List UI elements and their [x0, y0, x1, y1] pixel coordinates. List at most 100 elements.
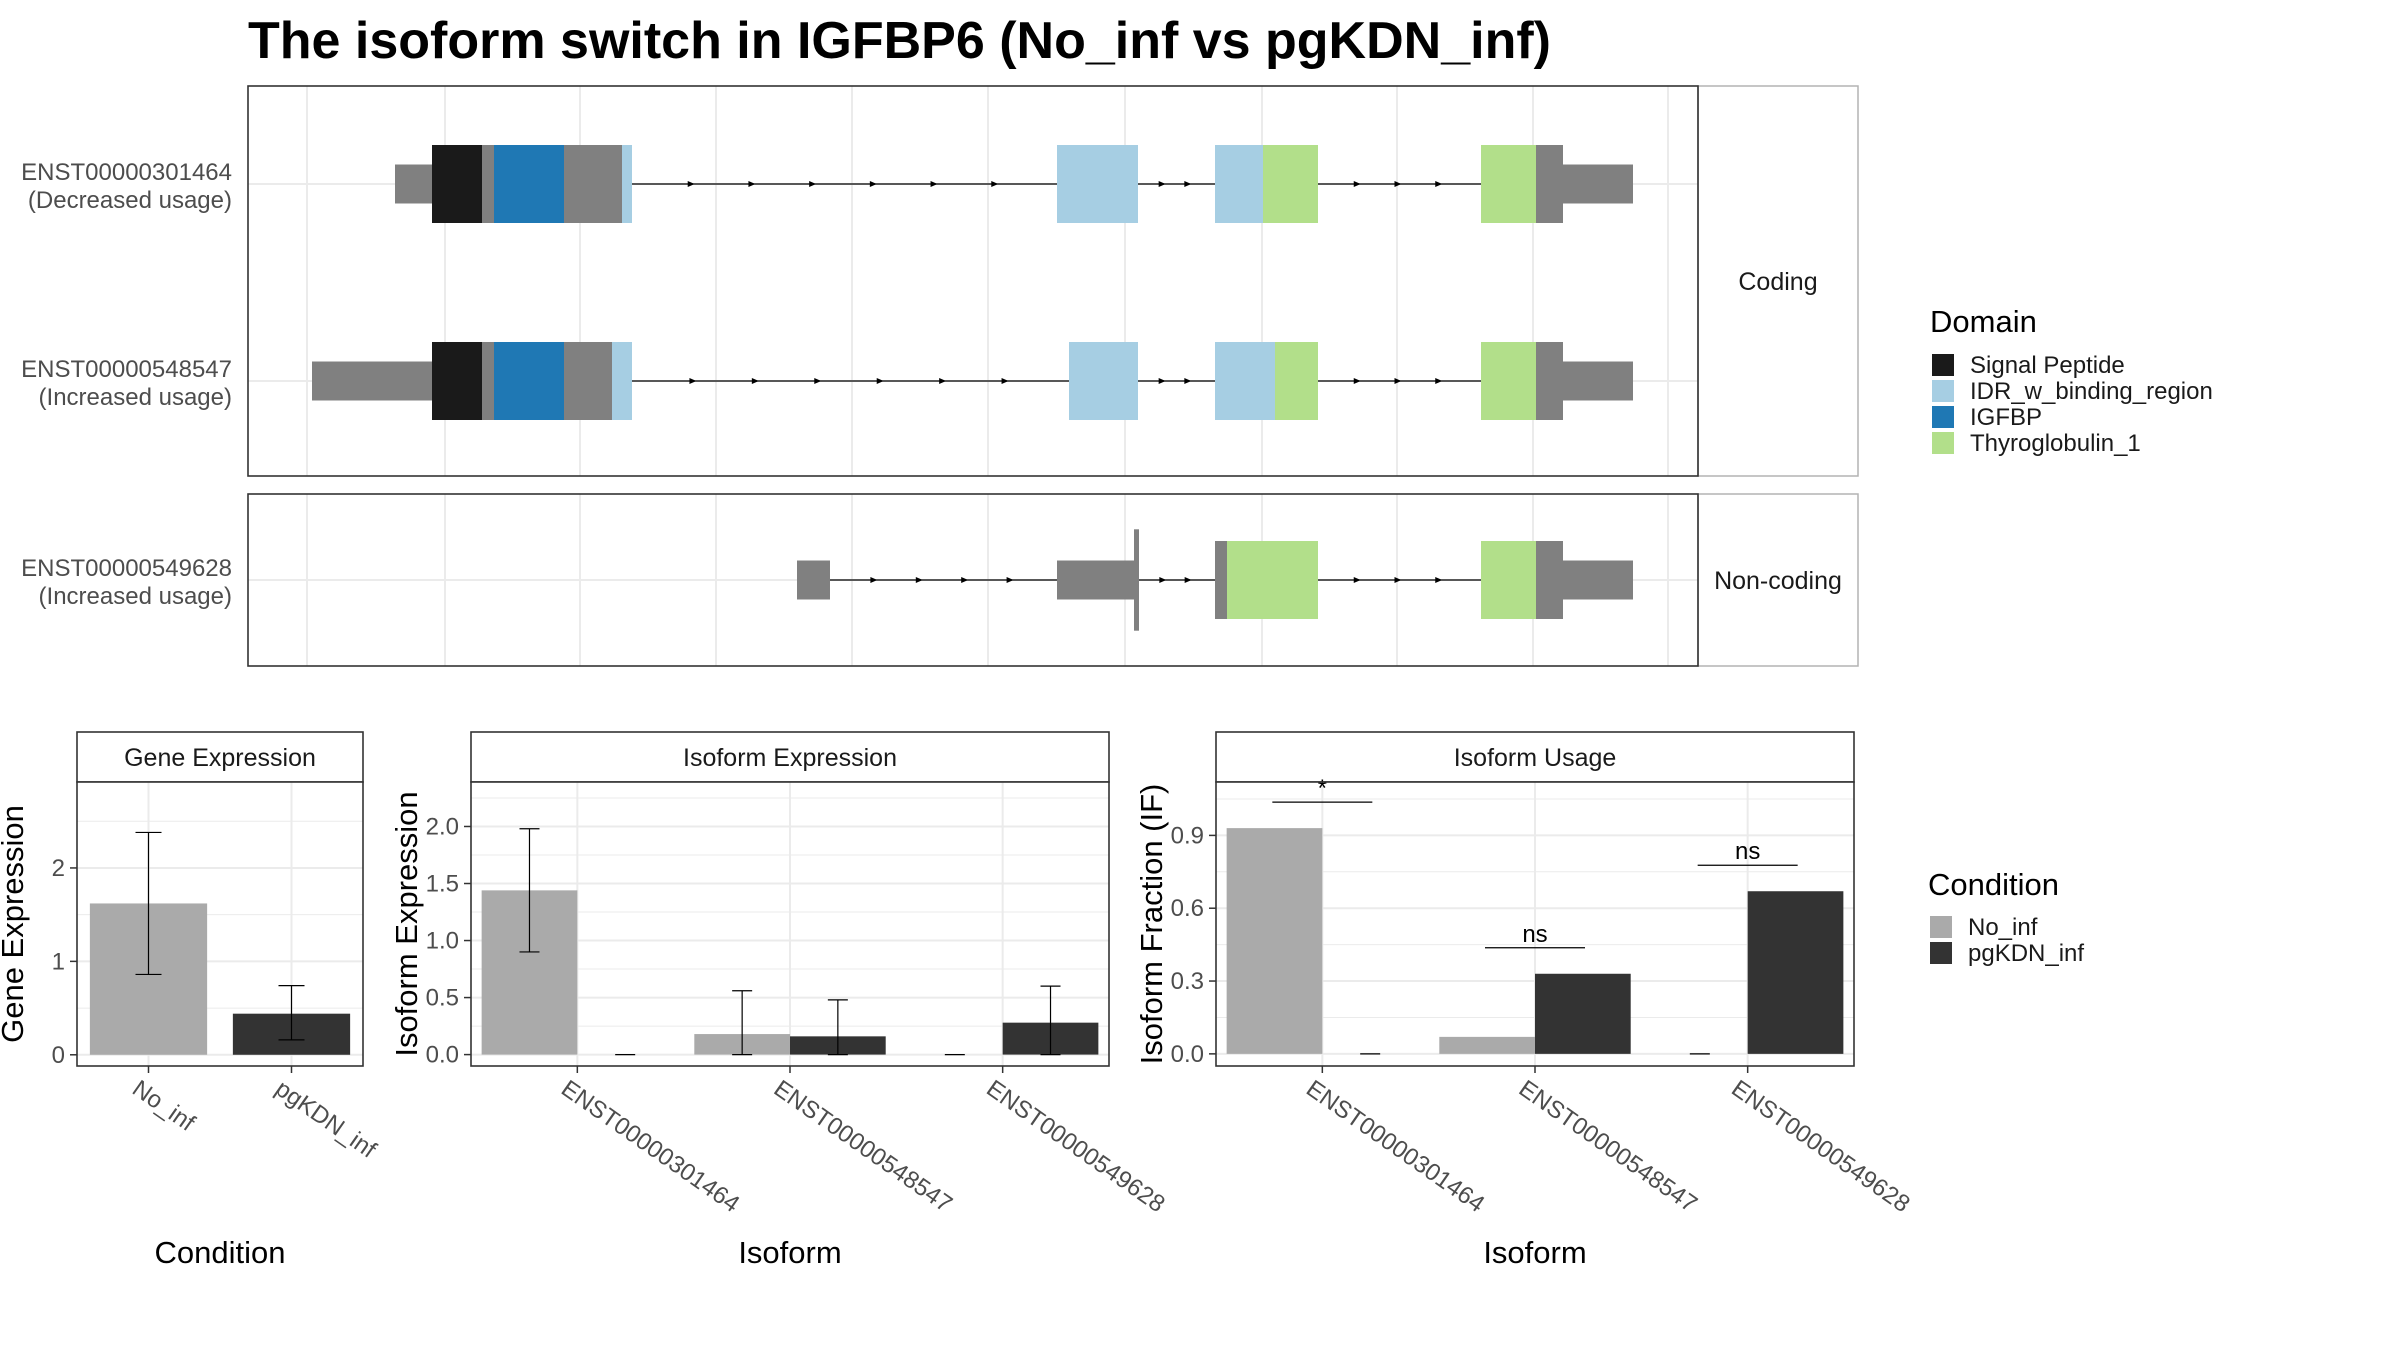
intron-direction-arrow	[876, 378, 884, 384]
y-axis-title: Isoform Fraction (IF)	[1134, 784, 1169, 1065]
intron-direction-arrow	[1006, 577, 1014, 583]
exon-segment	[1563, 361, 1633, 401]
y-axis-title: Isoform Expression	[389, 791, 424, 1056]
exon-segment	[1057, 560, 1134, 600]
x-tick-label: No_inf	[127, 1075, 200, 1137]
intron-direction-arrow	[1158, 378, 1166, 384]
bar-pgkdn-inf	[1535, 973, 1631, 1054]
x-tick-label: ENST00000301464	[1301, 1075, 1489, 1218]
domain-legend: Domain Signal PeptideIDR_w_binding_region…	[1930, 304, 2213, 457]
facet-strip-label: Coding	[1738, 268, 1817, 296]
y-tick-label: 2.0	[426, 813, 459, 840]
facet-strip-label: Non-coding	[1714, 567, 1842, 595]
y-tick-label: 1.0	[426, 928, 459, 955]
significance-label: ns	[1735, 838, 1760, 865]
panel-strip-title: Isoform Expression	[683, 744, 897, 772]
condition-legend-swatch	[1930, 942, 1952, 964]
x-tick-label: ENST00000548547	[769, 1075, 957, 1218]
domain-segment-idr-w-binding-region	[1215, 145, 1263, 223]
structure-facet-border	[247, 85, 1699, 477]
domain-segment-thyroglobulin-1	[1227, 541, 1318, 619]
condition-legend-swatch	[1930, 916, 1952, 938]
domain-legend-swatch	[1932, 354, 1954, 376]
y-tick-label: 0	[52, 1042, 65, 1069]
intron-direction-arrow	[1159, 577, 1167, 583]
domain-legend-label: IGFBP	[1970, 404, 2042, 431]
domain-segment-thyroglobulin-1	[1481, 342, 1536, 420]
x-tick-label: ENST00000301464	[556, 1075, 744, 1218]
intron-direction-arrow	[1435, 181, 1443, 187]
intron-direction-arrow	[1001, 378, 1009, 384]
intron-direction-arrow	[869, 181, 877, 187]
panel-strip-title: Gene Expression	[124, 744, 316, 772]
isoform-row-usage-note: (Increased usage)	[39, 583, 232, 610]
intron-direction-arrow	[1394, 577, 1402, 583]
intron-direction-arrow	[961, 577, 969, 583]
x-tick-label: ENST00000548547	[1514, 1075, 1702, 1218]
exon-segment	[1134, 529, 1139, 631]
exon-segment	[564, 342, 612, 420]
exon-segment	[1215, 541, 1227, 619]
condition-legend-title: Condition	[1928, 867, 2059, 902]
domain-legend-label: Signal Peptide	[1970, 352, 2125, 379]
domain-legend-swatch	[1932, 432, 1954, 454]
intron-direction-arrow	[991, 181, 999, 187]
panel-strip	[76, 731, 364, 783]
intron-direction-arrow	[870, 577, 878, 583]
exon-segment	[564, 145, 622, 223]
figure-title: The isoform switch in IGFBP6 (No_inf vs …	[248, 12, 1551, 70]
domain-segment-thyroglobulin-1	[1481, 541, 1536, 619]
intron-direction-arrow	[748, 181, 756, 187]
domain-segment-signal-peptide	[432, 342, 482, 420]
condition-legend-label: pgKDN_inf	[1968, 940, 2084, 967]
exon-segment	[797, 560, 830, 600]
panel-strip	[1215, 731, 1855, 783]
expression-bar-panels: Gene Expression 0 1 2 No_inf pgKDN_inf Conditi…	[0, 731, 1915, 1270]
x-axis-title: Isoform	[1483, 1235, 1586, 1270]
y-tick-label: 0.0	[426, 1042, 459, 1069]
intron-direction-arrow	[930, 181, 938, 187]
intron-direction-arrow	[814, 378, 822, 384]
x-tick-label: ENST00000549628	[981, 1075, 1169, 1218]
x-axis-title: Isoform	[738, 1235, 841, 1270]
facet-strip	[1697, 493, 1859, 667]
intron-direction-arrow	[687, 181, 695, 187]
y-tick-label: 1	[52, 948, 65, 975]
intron-direction-arrow	[1184, 378, 1192, 384]
y-tick-label: 0.5	[426, 985, 459, 1012]
y-tick-label: 0.3	[1171, 968, 1204, 995]
intron-direction-arrow	[1353, 577, 1361, 583]
facet-strip	[1697, 85, 1859, 477]
intron-direction-arrow	[1353, 378, 1361, 384]
domain-segment-idr-w-binding-region	[622, 145, 632, 223]
intron-direction-arrow	[1184, 577, 1192, 583]
domain-segment-idr-w-binding-region	[612, 342, 632, 420]
exon-segment	[1536, 342, 1563, 420]
domain-segment-igfbp	[494, 342, 564, 420]
y-tick-label: 2	[52, 855, 65, 882]
y-axis-title: Gene Expression	[0, 805, 30, 1043]
domain-segment-signal-peptide	[432, 145, 482, 223]
domain-legend-swatch	[1932, 380, 1954, 402]
domain-segment-thyroglobulin-1	[1263, 145, 1318, 223]
domain-legend-label: IDR_w_binding_region	[1970, 378, 2213, 405]
intron-direction-arrow	[1158, 181, 1166, 187]
y-tick-label: 0.6	[1171, 895, 1204, 922]
x-axis-title: Condition	[155, 1235, 286, 1270]
isoform-row-usage-note: (Decreased usage)	[28, 187, 232, 214]
isoform-row-name: ENST00000301464	[21, 159, 232, 186]
isoform-structure-panel: Coding Non-coding ENST00000301464(Decrease…	[21, 85, 1859, 667]
isoform-row-name: ENST00000548547	[21, 356, 232, 383]
y-tick-label: 1.5	[426, 871, 459, 898]
significance-label: *	[1318, 775, 1327, 802]
bar-no-inf	[1439, 1036, 1535, 1054]
intron-direction-arrow	[689, 378, 697, 384]
domain-legend-label: Thyroglobulin_1	[1970, 430, 2141, 457]
y-tick-label: 0.9	[1171, 822, 1204, 849]
exon-segment	[482, 342, 494, 420]
exon-segment	[1536, 145, 1563, 223]
isoform-row-name: ENST00000549628	[21, 555, 232, 582]
intron-direction-arrow	[1394, 181, 1402, 187]
bar-pgkdn-inf	[1747, 891, 1844, 1054]
